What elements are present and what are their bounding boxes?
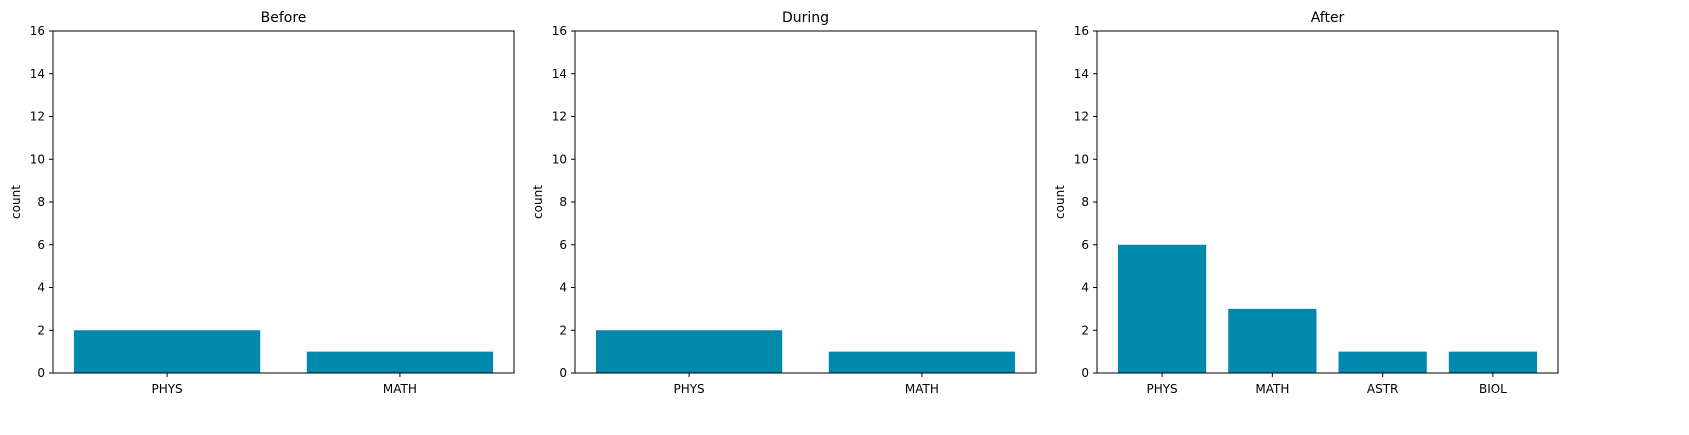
x-tick-label: ASTR <box>1367 382 1399 396</box>
x-tick-label: MATH <box>905 382 939 396</box>
x-tick-label: BIOL <box>1479 382 1507 396</box>
y-tick-label: 8 <box>37 195 45 209</box>
bar-phys <box>595 330 783 373</box>
x-tick-label: MATH <box>1255 382 1289 396</box>
bar-math <box>1228 308 1317 373</box>
y-axis-label: count <box>9 185 23 219</box>
y-ticks: 0 2 4 6 8 10 12 14 16 <box>552 24 575 380</box>
y-tick-label: 14 <box>30 67 45 81</box>
y-ticks: 0 2 4 6 8 10 12 14 16 <box>1074 24 1097 380</box>
y-tick-label: 8 <box>1081 195 1089 209</box>
axes-frame <box>1096 30 1559 374</box>
x-tick-label: MATH <box>383 382 417 396</box>
y-tick-label: 6 <box>37 238 45 252</box>
y-tick-label: 6 <box>559 238 567 252</box>
x-tick-label: PHYS <box>1146 382 1177 396</box>
panel-before: Before count 0 2 4 6 8 10 12 14 16 PHYS MATH <box>9 10 515 396</box>
chart-title: After <box>1311 10 1345 26</box>
y-tick-label: 10 <box>552 152 567 166</box>
y-tick-label: 0 <box>559 366 567 380</box>
y-tick-label: 14 <box>552 67 567 81</box>
x-ticks: PHYS MATH ASTR BIOL <box>1146 373 1507 396</box>
y-tick-label: 2 <box>37 323 45 337</box>
y-tick-label: 2 <box>1081 323 1089 337</box>
y-tick-label: 16 <box>30 24 45 38</box>
y-tick-label: 4 <box>1081 281 1089 295</box>
axes-frame <box>574 30 1037 374</box>
y-axis-label: count <box>531 185 545 219</box>
y-tick-label: 10 <box>1074 152 1089 166</box>
chart-title: During <box>782 10 829 26</box>
y-tick-label: 14 <box>1074 67 1089 81</box>
y-ticks: 0 2 4 6 8 10 12 14 16 <box>30 24 53 380</box>
bar-phys <box>73 330 261 373</box>
panel-after: After count 0 2 4 6 8 10 12 14 16 PHYS MATH ASTR BI… <box>1053 10 1559 396</box>
x-tick-label: PHYS <box>151 382 182 396</box>
bar-astr <box>1338 351 1427 373</box>
y-tick-label: 2 <box>559 323 567 337</box>
bar-biol <box>1448 351 1538 373</box>
x-ticks: PHYS MATH <box>151 373 417 396</box>
y-tick-label: 10 <box>30 152 45 166</box>
y-tick-label: 16 <box>1074 24 1089 38</box>
chart-title: Before <box>261 10 307 26</box>
bar-phys <box>1117 244 1207 373</box>
y-tick-label: 4 <box>559 281 567 295</box>
bars <box>73 330 494 373</box>
y-tick-label: 4 <box>37 281 45 295</box>
y-tick-label: 0 <box>37 366 45 380</box>
bars <box>1117 244 1538 373</box>
y-tick-label: 8 <box>559 195 567 209</box>
y-tick-label: 12 <box>552 110 567 124</box>
y-axis-label: count <box>1053 185 1067 219</box>
bars <box>595 330 1016 373</box>
y-tick-label: 0 <box>1081 366 1089 380</box>
y-tick-label: 12 <box>1074 110 1089 124</box>
y-tick-label: 6 <box>1081 238 1089 252</box>
panel-during: During count 0 2 4 6 8 10 12 14 16 PHYS MATH <box>531 10 1037 396</box>
axes-frame <box>52 30 515 374</box>
x-ticks: PHYS MATH <box>673 373 939 396</box>
x-tick-label: PHYS <box>673 382 704 396</box>
y-tick-label: 16 <box>552 24 567 38</box>
bar-math <box>306 351 494 373</box>
y-tick-label: 12 <box>30 110 45 124</box>
bar-math <box>828 351 1016 373</box>
